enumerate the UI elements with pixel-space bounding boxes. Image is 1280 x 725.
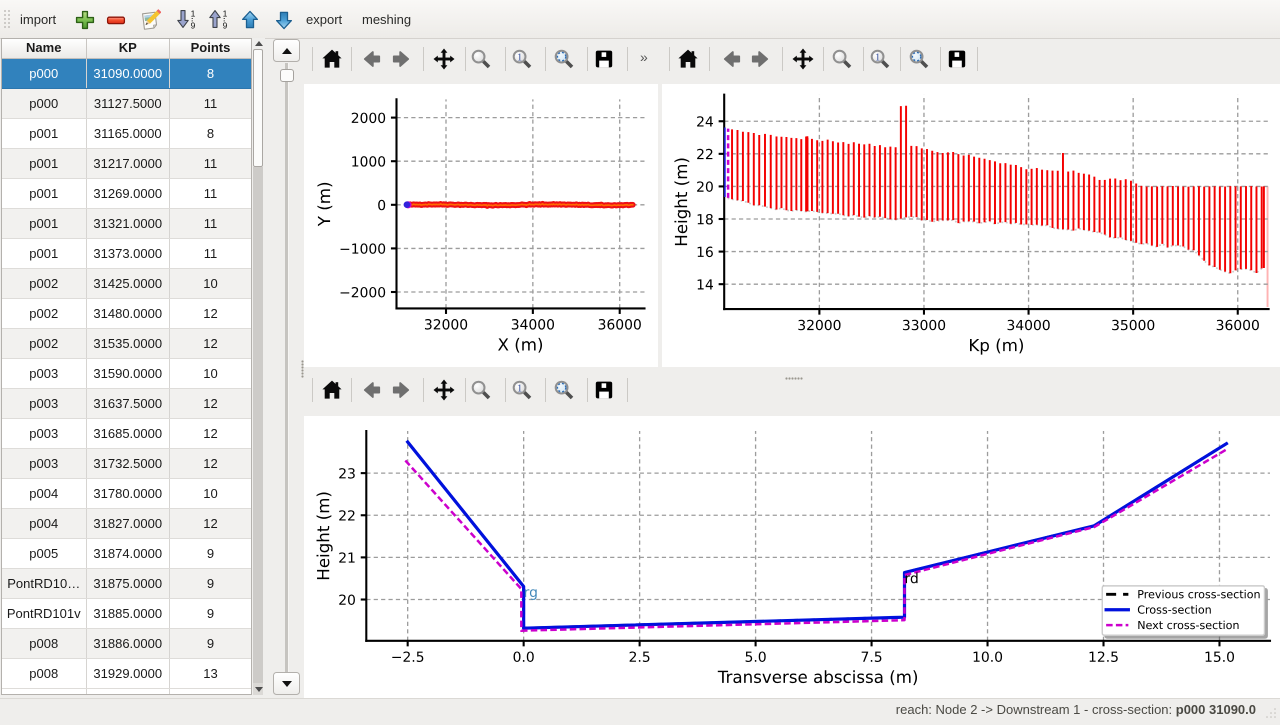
svg-text:9: 9 (223, 21, 228, 30)
svg-text:1: 1 (191, 9, 196, 19)
svg-text:1: 1 (223, 9, 228, 19)
svg-text:9: 9 (191, 21, 196, 30)
svg-text:1: 1 (517, 383, 523, 395)
svg-text:1: 1 (875, 52, 881, 64)
svg-text:1: 1 (517, 52, 523, 64)
